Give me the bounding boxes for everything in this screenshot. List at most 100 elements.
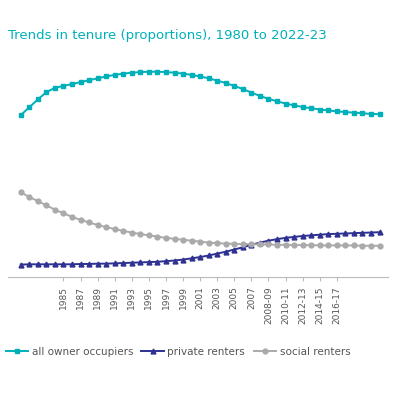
private renters	[206, 253, 211, 258]
all owner occupiers	[266, 97, 271, 101]
private renters	[36, 262, 40, 267]
all owner occupiers	[129, 70, 134, 75]
all owner occupiers	[309, 106, 314, 110]
social renters	[360, 244, 365, 248]
social renters	[292, 243, 297, 248]
social renters	[377, 244, 382, 248]
all owner occupiers	[223, 81, 228, 86]
social renters	[309, 243, 314, 248]
social renters	[215, 241, 220, 246]
all owner occupiers	[215, 78, 220, 83]
all owner occupiers	[249, 90, 254, 95]
private renters	[164, 259, 168, 263]
all owner occupiers	[198, 74, 202, 79]
all owner occupiers	[360, 111, 365, 116]
private renters	[44, 262, 49, 267]
private renters	[326, 232, 331, 236]
all owner occupiers	[104, 74, 109, 79]
social renters	[198, 239, 202, 244]
private renters	[352, 231, 356, 236]
social renters	[189, 238, 194, 243]
Line: private renters: private renters	[18, 230, 382, 267]
social renters	[317, 243, 322, 248]
all owner occupiers	[232, 84, 237, 88]
social renters	[44, 203, 49, 208]
social renters	[240, 242, 245, 247]
all owner occupiers	[292, 103, 297, 108]
all owner occupiers	[369, 112, 373, 116]
social renters	[27, 194, 32, 199]
social renters	[275, 242, 280, 247]
private renters	[377, 230, 382, 234]
social renters	[138, 232, 143, 236]
private renters	[240, 245, 245, 250]
all owner occupiers	[172, 70, 177, 75]
private renters	[121, 261, 126, 265]
social renters	[172, 236, 177, 241]
private renters	[283, 236, 288, 240]
social renters	[61, 211, 66, 216]
Line: all owner occupiers: all owner occupiers	[18, 69, 382, 118]
all owner occupiers	[121, 71, 126, 76]
all owner occupiers	[181, 71, 185, 76]
private renters	[309, 233, 314, 238]
all owner occupiers	[352, 110, 356, 115]
private renters	[215, 251, 220, 256]
Legend: all owner occupiers, private renters, social renters: all owner occupiers, private renters, so…	[6, 347, 350, 357]
social renters	[300, 243, 305, 248]
all owner occupiers	[138, 70, 143, 74]
private renters	[138, 260, 143, 265]
all owner occupiers	[335, 109, 339, 114]
all owner occupiers	[78, 80, 83, 84]
all owner occupiers	[53, 86, 57, 90]
all owner occupiers	[164, 70, 168, 74]
private renters	[181, 257, 185, 262]
private renters	[70, 262, 74, 267]
all owner occupiers	[112, 72, 117, 77]
private renters	[61, 262, 66, 267]
private renters	[198, 255, 202, 259]
social renters	[343, 243, 348, 248]
private renters	[369, 230, 373, 235]
private renters	[155, 259, 160, 264]
private renters	[18, 262, 23, 267]
private renters	[95, 261, 100, 266]
private renters	[147, 260, 151, 265]
private renters	[300, 234, 305, 238]
social renters	[155, 234, 160, 239]
social renters	[283, 242, 288, 247]
social renters	[249, 242, 254, 247]
private renters	[223, 249, 228, 254]
private renters	[53, 262, 57, 267]
private renters	[189, 256, 194, 261]
all owner occupiers	[147, 69, 151, 74]
social renters	[129, 230, 134, 235]
all owner occupiers	[377, 112, 382, 116]
private renters	[360, 230, 365, 235]
private renters	[343, 231, 348, 236]
social renters	[70, 214, 74, 219]
social renters	[326, 243, 331, 248]
all owner occupiers	[240, 87, 245, 91]
Line: social renters: social renters	[18, 190, 382, 248]
all owner occupiers	[70, 82, 74, 86]
all owner occupiers	[27, 105, 32, 110]
private renters	[129, 260, 134, 265]
social renters	[104, 225, 109, 230]
social renters	[147, 233, 151, 238]
social renters	[78, 217, 83, 222]
all owner occupiers	[189, 72, 194, 77]
private renters	[172, 258, 177, 263]
social renters	[223, 241, 228, 246]
all owner occupiers	[18, 113, 23, 118]
social renters	[121, 228, 126, 233]
all owner occupiers	[326, 108, 331, 113]
all owner occupiers	[343, 110, 348, 114]
all owner occupiers	[275, 99, 280, 104]
social renters	[266, 242, 271, 247]
all owner occupiers	[283, 101, 288, 106]
all owner occupiers	[206, 76, 211, 81]
private renters	[87, 262, 91, 267]
all owner occupiers	[44, 90, 49, 95]
private renters	[335, 231, 339, 236]
